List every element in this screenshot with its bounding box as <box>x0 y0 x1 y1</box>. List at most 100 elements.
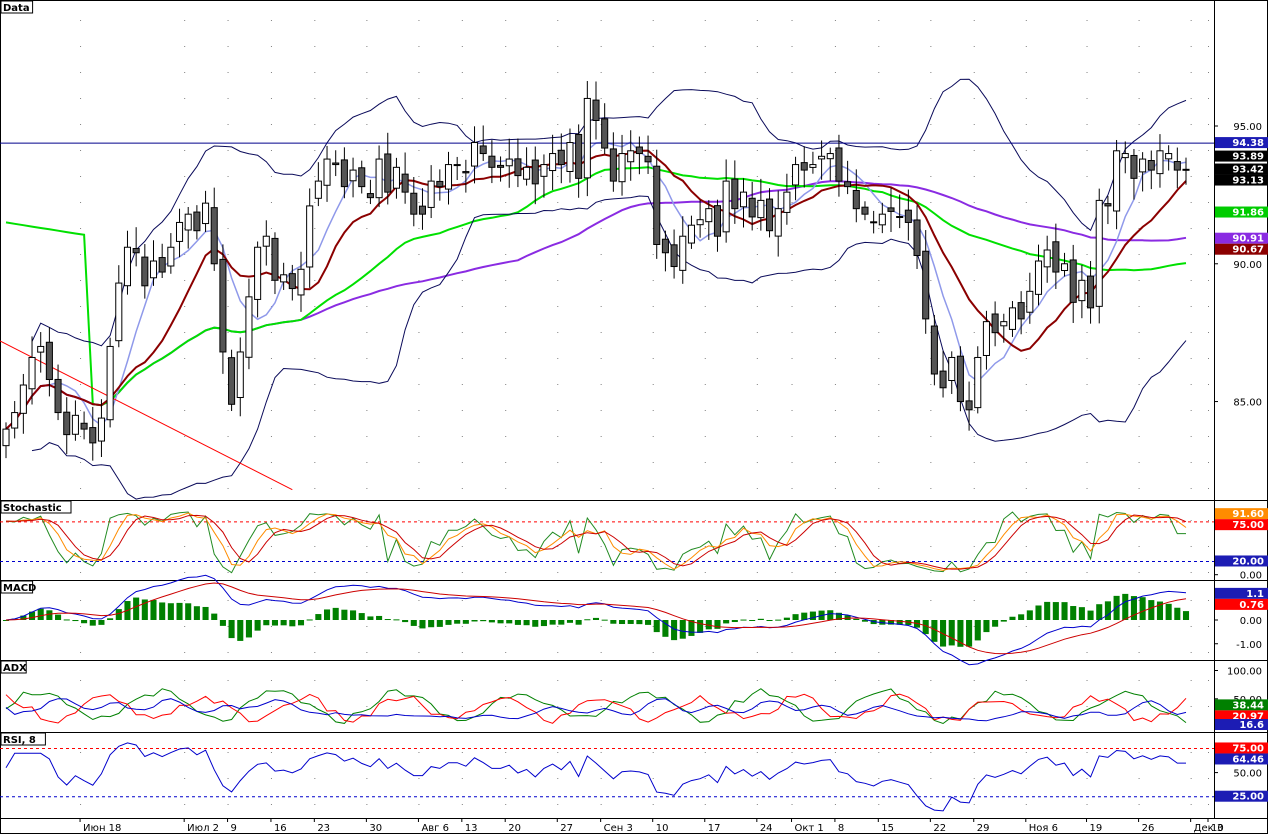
grid-dot <box>1208 384 1209 385</box>
macd-bar <box>107 618 114 620</box>
macd-bar <box>1070 606 1077 620</box>
grid-dot <box>1190 306 1192 307</box>
grid-dot <box>461 72 463 73</box>
grid-dot <box>557 572 559 573</box>
grid-dot <box>557 98 559 99</box>
grid-dot <box>878 778 880 779</box>
grid-dot <box>461 488 463 489</box>
grid-dot <box>704 626 706 627</box>
grid-dot <box>505 626 507 627</box>
bollinger-lower-band <box>31 195 1187 500</box>
macd-bar <box>749 619 756 621</box>
grid-dot <box>227 546 229 547</box>
grid-dot <box>80 436 82 437</box>
grid-dot <box>557 546 559 547</box>
adx-di-plus-line <box>5 688 1187 725</box>
grid-dot <box>1025 488 1027 489</box>
time-tick-label: 24 <box>760 823 773 834</box>
time-tick-label: Дек 3 <box>1194 823 1224 834</box>
grid-dot <box>80 72 82 73</box>
grid-dot <box>652 626 654 627</box>
grid-dot <box>227 176 229 177</box>
grid-dot <box>930 572 932 573</box>
macd-bar <box>81 620 88 624</box>
value-badge-label: 75.00 <box>1232 520 1264 531</box>
value-badge <box>1215 753 1268 765</box>
candle <box>835 147 843 182</box>
grid-dot <box>314 680 316 681</box>
candle <box>210 207 218 265</box>
grid-dot <box>1190 358 1192 359</box>
candle <box>922 250 930 320</box>
grid-dot <box>270 546 272 547</box>
grid-dot <box>973 280 975 281</box>
pane-title-box <box>0 0 34 14</box>
grid-dot <box>314 626 316 627</box>
grid-dot <box>791 410 793 411</box>
grid-dot <box>834 778 836 779</box>
grid-dot <box>1138 436 1140 437</box>
macd-bar <box>350 610 357 620</box>
grid-dot <box>704 384 706 385</box>
macd-bar <box>471 620 478 622</box>
grid-dot <box>1208 488 1209 489</box>
grid-dot <box>270 706 272 707</box>
grid-dot <box>314 202 316 203</box>
candle <box>1095 199 1103 307</box>
grid-dot <box>314 410 316 411</box>
grid-dot <box>505 572 507 573</box>
grid-dot <box>80 804 82 805</box>
macd-bar <box>37 608 44 620</box>
grid-dot <box>461 228 463 229</box>
grid-dot <box>878 520 880 521</box>
grid-dot <box>1086 72 1088 73</box>
candle <box>392 166 400 189</box>
macd-bar <box>1130 596 1137 620</box>
grid-dot <box>1190 600 1192 601</box>
macd-bar <box>280 620 287 626</box>
grid-dot <box>505 176 507 177</box>
candle <box>401 173 409 193</box>
grid-dot <box>366 46 368 47</box>
grid-dot <box>270 332 272 333</box>
grid-dot <box>366 306 368 307</box>
grid-dot <box>878 176 880 177</box>
grid-dot <box>834 626 836 627</box>
grid-dot <box>756 306 758 307</box>
candle <box>297 268 305 296</box>
grid-dot <box>652 150 654 151</box>
grid-dot <box>1208 332 1209 333</box>
grid-dot <box>1208 254 1209 255</box>
macd-bar <box>853 618 860 620</box>
macd-bar <box>775 619 782 621</box>
grid-dot <box>418 706 420 707</box>
macd-bar <box>150 599 157 620</box>
grid-dot <box>1025 652 1027 653</box>
grid-dot <box>270 436 272 437</box>
grid-dot <box>704 254 706 255</box>
value-badge-label: 93.42 <box>1232 165 1264 176</box>
macd-bar <box>723 620 730 624</box>
grid-dot <box>505 202 507 203</box>
grid-dot <box>1190 124 1192 125</box>
grid-dot <box>418 384 420 385</box>
grid-dot <box>366 462 368 463</box>
grid-dot <box>1208 72 1209 73</box>
grid-dot <box>834 280 836 281</box>
grid-dot <box>704 98 706 99</box>
grid-dot <box>1138 20 1140 21</box>
grid-dot <box>505 488 507 489</box>
grid-dot <box>878 150 880 151</box>
grid-dot <box>366 626 368 627</box>
grid-dot <box>791 680 793 681</box>
grid-dot <box>791 572 793 573</box>
grid-dot <box>652 436 654 437</box>
grid-dot <box>756 254 758 255</box>
grid-dot <box>270 228 272 229</box>
grid-dot <box>756 46 758 47</box>
macd-bar <box>211 613 218 620</box>
time-tick-label: 17 <box>708 823 721 834</box>
grid-dot <box>791 652 793 653</box>
grid-dot <box>366 706 368 707</box>
grid-dot <box>1025 332 1027 333</box>
